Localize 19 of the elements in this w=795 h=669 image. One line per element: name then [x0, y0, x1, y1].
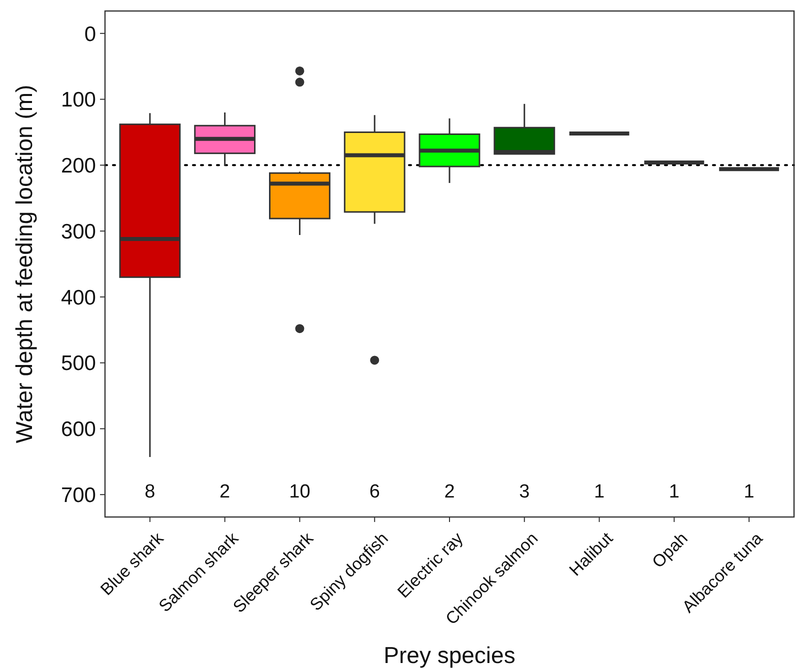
annotation: 3 — [519, 482, 530, 503]
annotation: 1 — [668, 482, 680, 503]
annotation: 1 — [594, 482, 605, 503]
y-axis-title: Water depth at feeding location (m) — [11, 84, 37, 444]
annotation: 10 — [289, 482, 310, 503]
y-tick-label: 400 — [60, 286, 96, 310]
y-tick-label: 600 — [60, 418, 96, 442]
annotation: 6 — [369, 482, 380, 503]
annotation: 2 — [444, 482, 455, 503]
y-tick-label: 300 — [60, 220, 96, 244]
y-tick-label: 0 — [84, 22, 96, 46]
y-tick-label: 200 — [60, 154, 96, 178]
annotation: 1 — [744, 482, 754, 503]
annotation: 2 — [220, 482, 230, 503]
annotation: 8 — [144, 482, 156, 503]
x-axis-title: Prey species — [384, 642, 516, 668]
y-tick-label: 500 — [60, 352, 96, 376]
y-tick-label: 700 — [60, 484, 96, 507]
y-tick-label: 100 — [60, 88, 96, 112]
